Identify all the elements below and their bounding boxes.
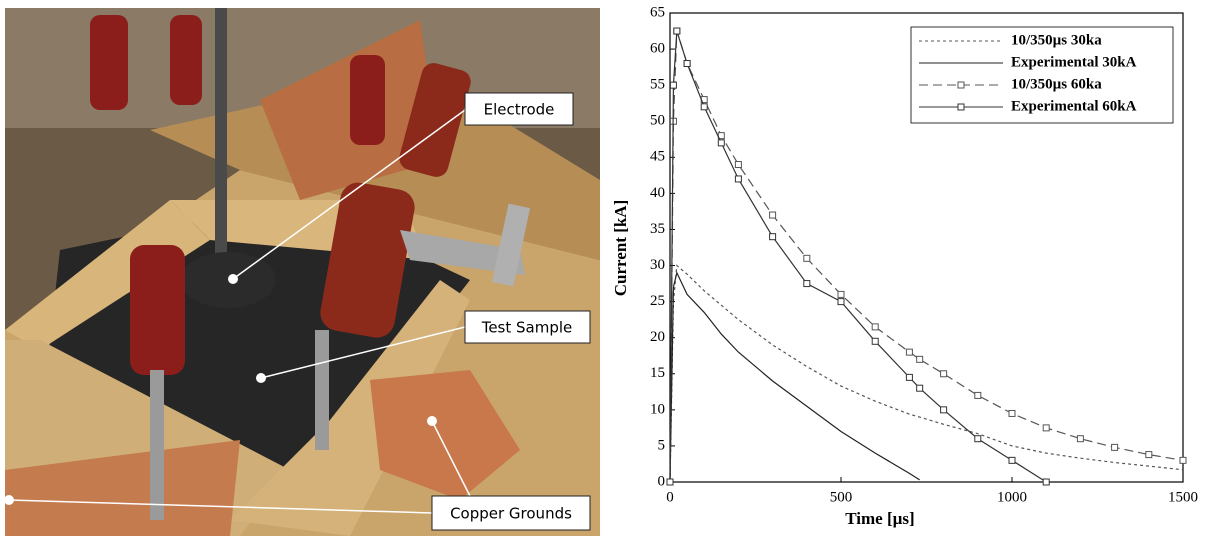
- series-marker: [770, 234, 776, 240]
- photo-label: Test Sample: [481, 319, 573, 337]
- y-tick-label: 0: [658, 473, 666, 489]
- series-marker: [674, 28, 680, 34]
- y-tick-label: 25: [650, 293, 665, 309]
- series-marker: [735, 176, 741, 182]
- y-tick-label: 40: [650, 185, 665, 201]
- series-line: [670, 273, 920, 482]
- series-marker: [770, 212, 776, 218]
- series-marker: [670, 82, 676, 88]
- series-marker: [906, 349, 912, 355]
- series-marker: [975, 392, 981, 398]
- y-tick-label: 45: [650, 149, 665, 165]
- legend-label: 10/350µs 30ka: [1011, 32, 1102, 48]
- x-tick-label: 0: [666, 489, 674, 505]
- y-tick-label: 55: [650, 77, 665, 93]
- series-marker: [684, 61, 690, 67]
- series-line: [670, 266, 1183, 482]
- photo: Electrode Test Sample Copper Grounds: [4, 8, 600, 536]
- series-marker: [804, 281, 810, 287]
- x-tick-label: 1000: [997, 489, 1027, 505]
- series-marker: [735, 162, 741, 168]
- series-marker: [941, 407, 947, 413]
- series-marker: [975, 436, 981, 442]
- y-tick-label: 5: [658, 437, 666, 453]
- y-tick-label: 50: [650, 113, 665, 129]
- y-tick-label: 10: [650, 401, 665, 417]
- series-marker: [701, 104, 707, 110]
- series-marker: [718, 140, 724, 146]
- legend-label: 10/350µs 60ka: [1011, 76, 1102, 92]
- y-tick-label: 60: [650, 41, 665, 57]
- series-marker: [1009, 410, 1015, 416]
- series-marker: [1043, 425, 1049, 431]
- series-marker: [1112, 444, 1118, 450]
- legend-label: Experimental 30kA: [1011, 54, 1137, 70]
- series-marker: [667, 479, 673, 485]
- legend-marker: [958, 82, 964, 88]
- x-axis-label: Time [µs]: [845, 509, 914, 528]
- page: {"photo": {"labels": ["Electrode", "Test…: [0, 0, 1210, 536]
- series-marker: [1043, 479, 1049, 485]
- series-marker: [838, 291, 844, 297]
- series-marker: [917, 356, 923, 362]
- series-marker: [838, 299, 844, 305]
- series-marker: [1180, 457, 1186, 463]
- series-marker: [1146, 452, 1152, 458]
- series-marker: [917, 385, 923, 391]
- y-axis-label: Current [kA]: [611, 200, 630, 296]
- series-marker: [906, 374, 912, 380]
- x-tick-label: 500: [830, 489, 853, 505]
- legend-marker: [958, 104, 964, 110]
- y-tick-label: 20: [650, 329, 665, 345]
- y-tick-label: 65: [650, 4, 665, 20]
- series-marker: [1077, 436, 1083, 442]
- photo-label: Copper Grounds: [450, 505, 572, 523]
- y-tick-label: 30: [650, 257, 665, 273]
- photo-label: Electrode: [484, 101, 555, 119]
- y-tick-label: 15: [650, 365, 665, 381]
- series-marker: [872, 338, 878, 344]
- series-marker: [941, 371, 947, 377]
- y-tick-label: 35: [650, 221, 665, 237]
- figure: Electrode Test Sample Copper Grounds Tim…: [0, 0, 1210, 536]
- legend-label: Experimental 60kA: [1011, 98, 1137, 114]
- series-marker: [804, 255, 810, 261]
- series-marker: [1009, 457, 1015, 463]
- series-marker: [872, 324, 878, 330]
- x-tick-label: 1500: [1168, 489, 1198, 505]
